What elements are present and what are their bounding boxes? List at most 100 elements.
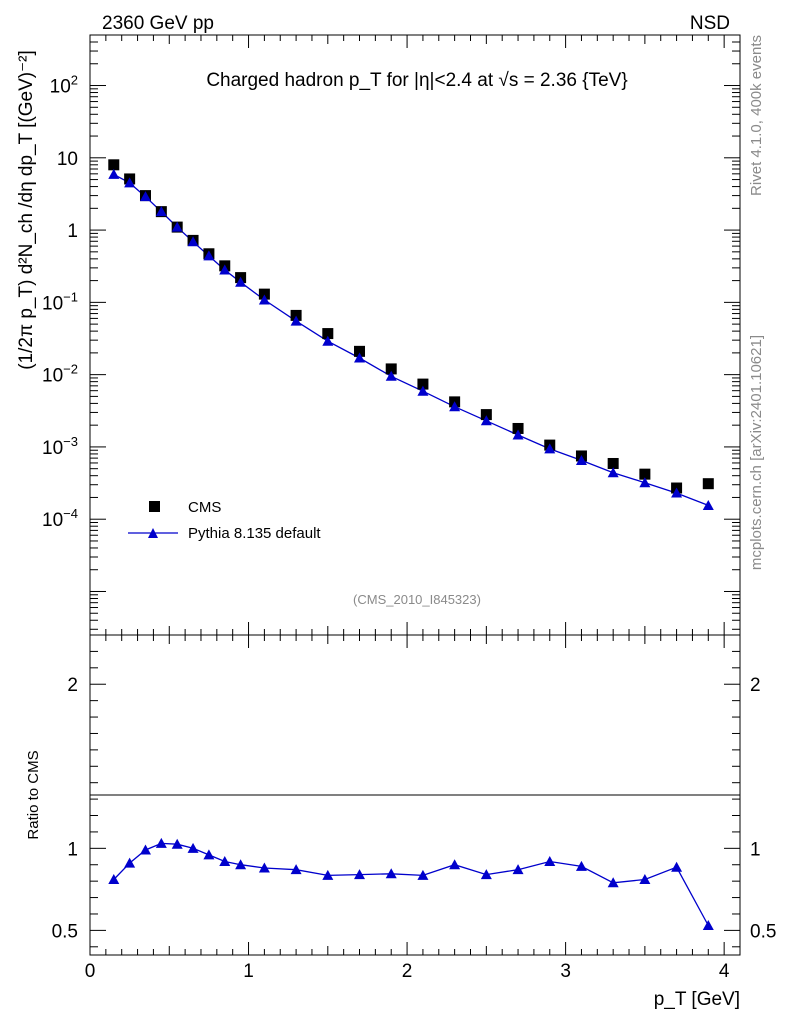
ratio-series — [108, 837, 714, 930]
pythia-line-path — [113, 173, 709, 507]
header-right: NSD — [690, 13, 730, 34]
y-tick-label: 10 — [57, 149, 78, 170]
cms-point — [607, 457, 619, 469]
analysis-id: (CMS_2010_I845323) — [353, 592, 481, 607]
y-tick-label: 10−1 — [42, 289, 78, 314]
pythia-point — [171, 221, 183, 232]
ratio-point — [124, 857, 136, 868]
pythia-point — [258, 294, 270, 305]
cms-point — [417, 378, 429, 390]
ratio-point — [108, 874, 120, 885]
y-tick-label: 10−3 — [42, 434, 78, 459]
x-tick-label: 4 — [719, 961, 730, 982]
pythia-point — [219, 264, 231, 275]
pythia-point — [544, 443, 556, 454]
y-axis-label: (1/2π p_T) d²N_ch /dη dp_T [(GeV)⁻²] — [16, 50, 37, 370]
pythia-point — [417, 385, 429, 396]
ratio-y-tick-label: 1 — [67, 839, 78, 860]
pythia-point — [124, 177, 136, 188]
ratio-point — [449, 859, 461, 870]
main-plot-ticks: 10−4 10−3 10−2 10−1 1 10 102 — [42, 34, 740, 635]
ratio-point — [235, 859, 247, 870]
ratio-point — [702, 919, 714, 930]
pythia-point — [290, 315, 302, 326]
rivet-label: Rivet 4.1.0, 400k events — [748, 35, 765, 196]
x-tick-label: 1 — [243, 961, 254, 982]
pythia-point — [203, 250, 215, 261]
y-tick-label: 10−2 — [42, 362, 78, 387]
cms-series-points — [108, 159, 714, 494]
pythia-point — [575, 454, 587, 465]
pythia-point — [671, 487, 683, 498]
pythia-point — [354, 352, 366, 363]
ratio-point — [575, 860, 587, 871]
ratio-y-axis-label: Ratio to CMS — [25, 750, 42, 839]
legend-pythia-marker — [148, 528, 158, 538]
legend: CMS Pythia 8.135 default — [128, 499, 321, 542]
cms-point — [480, 409, 492, 421]
header-left: 2360 GeV pp — [102, 13, 214, 34]
ratio-point — [354, 869, 366, 880]
mcplots-label: mcplots.cern.ch [arXiv:2401.10621] — [748, 335, 765, 570]
ratio-point — [139, 844, 151, 855]
cms-point — [702, 478, 714, 490]
ratio-y-tick-label-right: 2 — [750, 675, 761, 696]
pythia-point — [385, 370, 397, 381]
x-tick-label: 0 — [85, 961, 96, 982]
legend-cms-label: CMS — [188, 499, 221, 516]
pythia-series-line — [113, 173, 709, 507]
y-tick-label: 10−4 — [42, 506, 78, 531]
pythia-point — [139, 191, 151, 202]
ratio-line-path — [113, 842, 709, 926]
chart-title: Charged hadron p_T for |η|<2.4 at √s = 2… — [206, 70, 627, 91]
ratio-y-tick-label: 0.5 — [52, 921, 78, 942]
ratio-point — [155, 837, 167, 848]
pythia-point — [480, 415, 492, 426]
pythia-series-points — [108, 168, 714, 510]
pythia-point — [155, 206, 167, 217]
pythia-point — [187, 236, 199, 247]
pythia-point — [512, 429, 524, 440]
ratio-plot-ticks: 0 1 2 3 4 0.5 0.5 1 1 2 2 — [52, 635, 776, 982]
ratio-point — [171, 838, 183, 849]
ratio-point — [544, 855, 556, 866]
cms-point — [108, 159, 120, 171]
pythia-point — [449, 401, 461, 412]
cms-point — [290, 309, 302, 321]
ratio-point — [480, 869, 492, 880]
pythia-point — [235, 276, 247, 287]
pythia-point — [108, 168, 120, 179]
y-tick-label: 1 — [67, 221, 78, 242]
cms-point — [512, 422, 524, 434]
x-axis-label: p_T [GeV] — [654, 989, 740, 1010]
ratio-point — [639, 874, 651, 885]
ratio-point — [322, 869, 334, 880]
cms-point — [385, 363, 397, 375]
pythia-point — [607, 467, 619, 478]
ratio-point — [290, 864, 302, 875]
ratio-point — [385, 868, 397, 879]
ratio-y-tick-label-right: 0.5 — [750, 921, 776, 942]
ratio-point — [187, 842, 199, 853]
cms-point — [258, 288, 270, 300]
ratio-point — [417, 869, 429, 880]
ratio-point — [203, 849, 215, 860]
cms-point — [354, 345, 366, 357]
pythia-point — [702, 499, 714, 510]
ratio-point — [258, 862, 270, 873]
pythia-point — [322, 335, 334, 346]
ratio-y-tick-label-right: 1 — [750, 839, 761, 860]
ratio-point — [607, 877, 619, 888]
ratio-point — [671, 861, 683, 872]
x-tick-label: 2 — [402, 961, 413, 982]
pythia-point — [639, 477, 651, 488]
ratio-point — [219, 855, 231, 866]
legend-cms-marker — [149, 501, 160, 512]
cms-point — [639, 468, 651, 480]
cms-point — [322, 328, 334, 340]
main-plot-frame — [89, 34, 741, 636]
x-tick-label: 3 — [560, 961, 571, 982]
y-tick-label: 102 — [50, 73, 78, 98]
legend-pythia-label: Pythia 8.135 default — [188, 525, 321, 542]
